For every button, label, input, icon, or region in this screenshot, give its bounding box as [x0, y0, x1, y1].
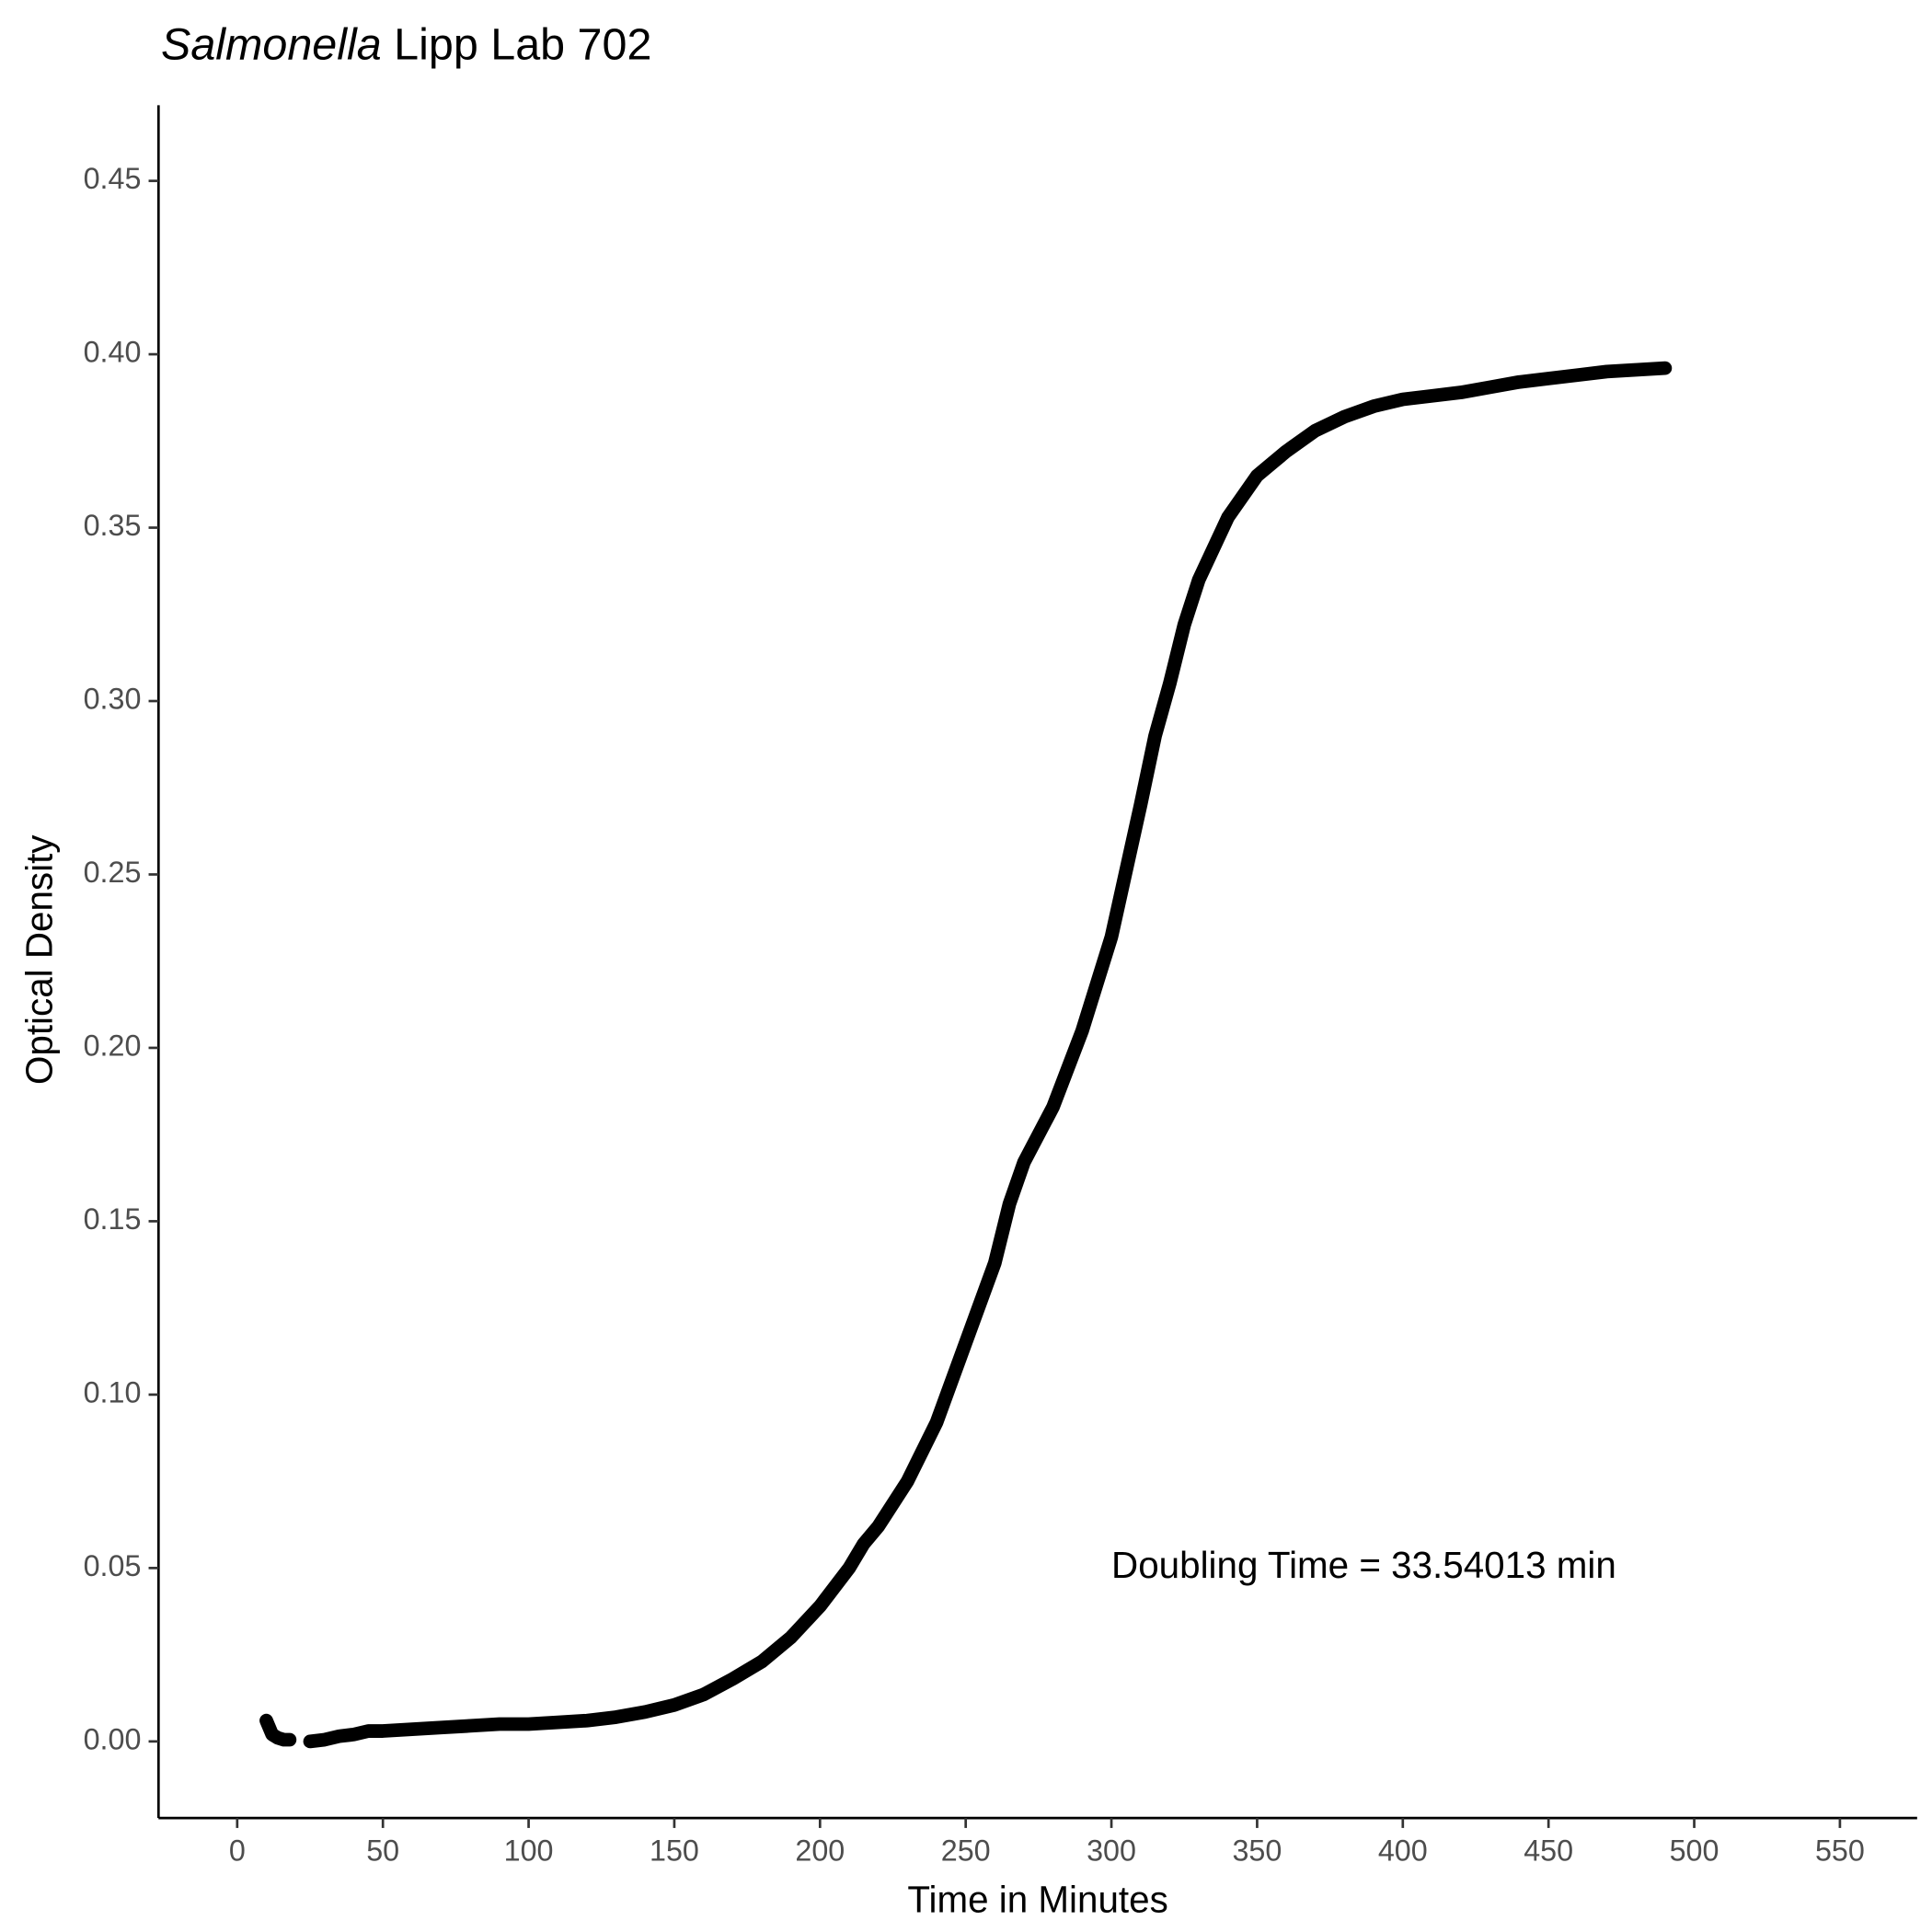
y-tick-label: 0.00: [84, 1722, 142, 1755]
y-tick-label: 0.25: [84, 856, 142, 889]
x-tick-label: 0: [229, 1834, 246, 1867]
x-tick-label: 450: [1524, 1834, 1573, 1867]
data-line: [259, 361, 1673, 1749]
x-tick-label: 300: [1087, 1834, 1136, 1867]
x-axis-title: Time in Minutes: [907, 1878, 1167, 1920]
x-tick-label: 150: [650, 1834, 699, 1867]
x-tick-label: 350: [1232, 1834, 1282, 1867]
x-tick-label: 100: [504, 1834, 554, 1867]
x-tick-label: 200: [795, 1834, 845, 1867]
annotation: Doubling Time = 33.54013 min: [1111, 1544, 1616, 1586]
x-tick-label: 500: [1670, 1834, 1719, 1867]
title-part: Salmonella: [161, 20, 382, 70]
y-tick-label: 0.10: [84, 1375, 142, 1409]
y-tick-label: 0.15: [84, 1202, 142, 1236]
title-part: Lipp Lab 702: [382, 20, 652, 70]
y-tick-label: 0.30: [84, 683, 142, 716]
x-tick-label: 50: [366, 1834, 399, 1867]
y-axis-title: Optical Density: [18, 834, 61, 1085]
y-tick-label: 0.05: [84, 1549, 142, 1582]
y-tick-label: 0.35: [84, 509, 142, 542]
x-tick-label: 250: [941, 1834, 991, 1867]
x-tick-label: 400: [1378, 1834, 1428, 1867]
y-tick-label: 0.20: [84, 1029, 142, 1062]
chart-title: Salmonella Lipp Lab 702: [161, 20, 651, 70]
x-tick-label: 550: [1815, 1834, 1865, 1867]
y-tick-label: 0.45: [84, 162, 142, 195]
y-tick-label: 0.40: [84, 336, 142, 369]
